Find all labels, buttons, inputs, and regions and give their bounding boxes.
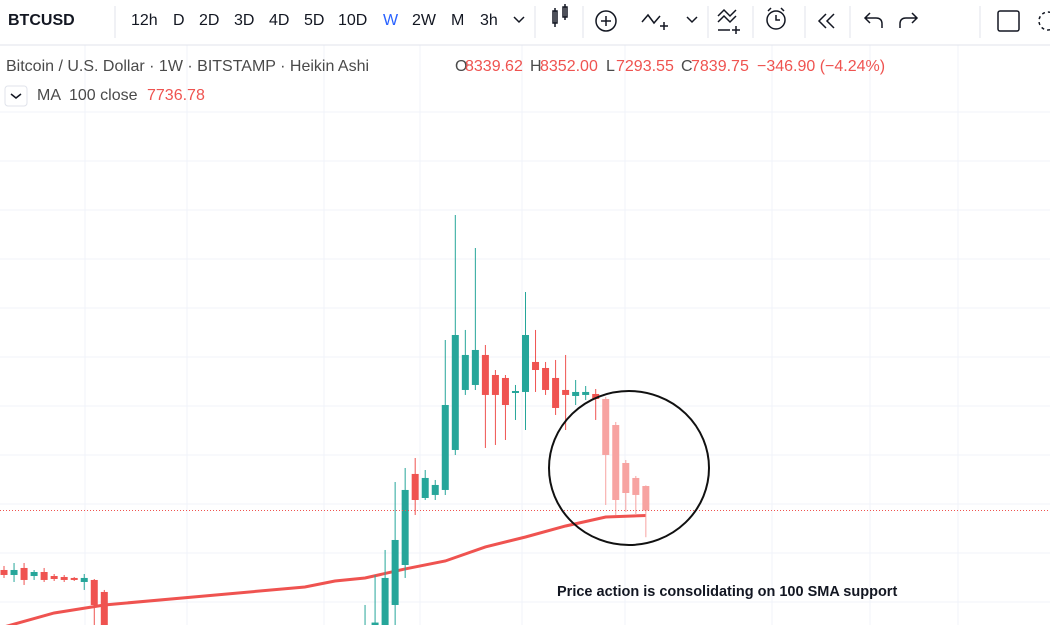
intervals: 12h D 2D 3D 4D 5D 10D W 2W M 3h (131, 12, 498, 29)
ohlc-value: 8339.62 (465, 58, 523, 75)
candle-body (491, 374, 499, 395)
interval[interactable]: 3D (234, 12, 254, 29)
candle-body (371, 622, 379, 625)
compare[interactable] (641, 13, 668, 30)
candle-body (612, 425, 620, 500)
settings[interactable] (1038, 11, 1050, 31)
candle-body (381, 577, 389, 625)
toolbar-icons (114, 6, 981, 38)
candle-body (592, 393, 600, 399)
candle-body (622, 462, 630, 493)
ohlc-value: 8352.00 (540, 58, 598, 75)
interval[interactable]: 5D (304, 12, 324, 29)
candle-body (431, 484, 439, 495)
candle-body (572, 391, 580, 396)
ohlc-key: C (681, 58, 693, 75)
ohlc-key: H (530, 58, 542, 75)
interval[interactable]: D (173, 12, 185, 29)
candle-body (401, 489, 409, 565)
chart-style[interactable] (552, 4, 568, 27)
alert[interactable] (766, 7, 786, 30)
candle-body (80, 577, 88, 582)
interval[interactable]: 3h (480, 12, 498, 29)
candle-body (552, 377, 560, 408)
indicators[interactable] (595, 10, 617, 32)
ma-params: 100 close (69, 87, 138, 104)
candle-body (632, 477, 640, 495)
candle-body (642, 486, 650, 511)
legend-title: Bitcoin / U.S. Dollar · 1W · BITSTAMP · … (6, 58, 369, 75)
ohlc-key: L (606, 58, 615, 75)
candle-body (542, 367, 550, 390)
redo[interactable] (899, 12, 919, 28)
candle-body (50, 576, 58, 579)
candle-body (471, 349, 479, 385)
candle-body (40, 571, 48, 580)
circle-annotation (548, 390, 710, 546)
undo[interactable] (863, 12, 883, 28)
candle-body (602, 398, 610, 455)
candle-body (0, 569, 8, 575)
annotation: Price action is consolidating on 100 SMA… (557, 584, 897, 600)
candle-body (421, 477, 429, 498)
toolbar (0, 0, 1050, 45)
change: −346.90 (−4.24%) (757, 58, 885, 75)
candle-body (461, 354, 469, 390)
ohlc-value: 7293.55 (616, 58, 674, 75)
candle-body (90, 579, 98, 605)
interval[interactable]: 12h (131, 12, 158, 29)
candle-body (562, 389, 570, 395)
interval[interactable]: 10D (338, 12, 367, 29)
ohlc-key: O (455, 58, 467, 75)
interval[interactable]: 2D (199, 12, 219, 29)
candle-body (10, 569, 18, 575)
candle-body (451, 335, 459, 450)
legend-toggle-icon[interactable] (10, 93, 22, 99)
candle-body (20, 567, 28, 580)
templates[interactable] (717, 8, 740, 34)
replay[interactable] (817, 13, 835, 29)
candle-body (70, 577, 78, 580)
interval[interactable]: 2W (412, 12, 437, 29)
candle-body (501, 377, 509, 405)
legend-toggle[interactable] (4, 85, 28, 107)
candle-body (532, 361, 540, 370)
grid (0, 45, 1050, 625)
ma-value: 7736.78 (147, 87, 205, 104)
interval[interactable]: M (451, 12, 464, 29)
candle-body (441, 404, 449, 490)
candle-body (391, 539, 399, 605)
interval[interactable]: 4D (269, 12, 289, 29)
candle-body (30, 571, 38, 577)
interval[interactable]: W (383, 12, 399, 29)
candle-body (481, 354, 489, 395)
ohlc-value: 7839.75 (691, 58, 749, 75)
ma-name: MA (37, 87, 61, 104)
symbol[interactable]: BTCUSD (8, 12, 75, 29)
interval-menu[interactable] (513, 16, 525, 24)
candle-body (100, 591, 108, 625)
candle-body (60, 576, 68, 580)
candle-body (411, 473, 419, 500)
candle-body (582, 391, 590, 395)
plot (0, 214, 1050, 625)
candle-body (522, 335, 530, 392)
fullscreen[interactable] (997, 10, 1020, 32)
compare-menu[interactable] (686, 16, 698, 24)
candle-body (511, 390, 519, 393)
